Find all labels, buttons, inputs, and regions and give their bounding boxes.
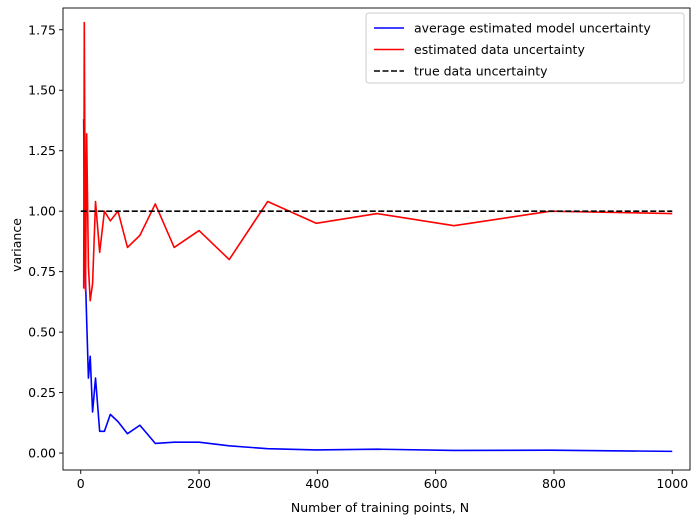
x-axis: 0 200 400 600 800 1000 (77, 470, 688, 491)
legend-label-1: average estimated model uncertainty (414, 21, 651, 36)
y-tick-label: 0.50 (28, 325, 56, 340)
y-tick-label: 1.25 (28, 143, 56, 158)
y-axis: 0.00 0.25 0.50 0.75 1.00 1.25 1.50 1.75 (28, 22, 63, 461)
series-line-1 (82, 119, 673, 453)
y-tick-label: 0.00 (28, 446, 56, 461)
y-axis-title: variance (9, 218, 24, 272)
y-tick-label: 1.50 (28, 83, 56, 98)
y-tick-label: 0.75 (28, 264, 56, 279)
plot-area (62, 7, 691, 471)
y-tick-label: 1.00 (28, 204, 56, 219)
axes-frame (62, 7, 691, 471)
legend-label-3: true data uncertainty (414, 64, 548, 79)
x-tick-label: 400 (305, 476, 329, 491)
x-tick-label: 600 (424, 476, 448, 491)
legend-box (365, 12, 685, 84)
legend: average estimated model uncertainty estim… (365, 12, 685, 84)
legend-label-2: estimated data uncertainty (414, 42, 585, 57)
y-tick-label: 1.75 (28, 22, 56, 37)
x-axis-title: Number of training points, N (291, 500, 469, 515)
series-line-2 (82, 21, 673, 302)
y-tick-label: 0.25 (28, 385, 56, 400)
x-tick-label: 1000 (656, 476, 688, 491)
x-tick-label: 200 (187, 476, 211, 491)
x-tick-label: 0 (77, 476, 85, 491)
x-tick-label: 800 (542, 476, 566, 491)
